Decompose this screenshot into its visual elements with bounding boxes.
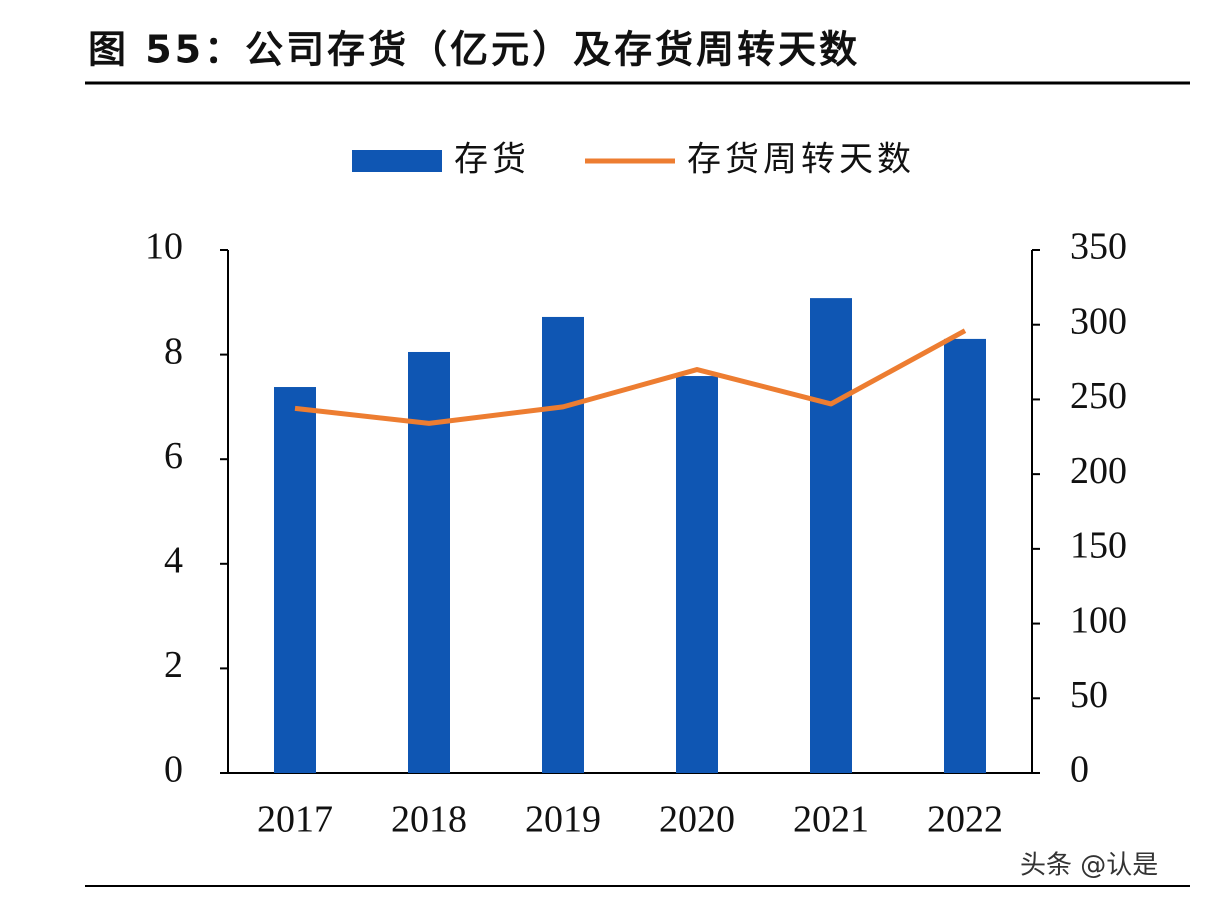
bar <box>408 351 450 773</box>
x-tick-label: 2017 <box>257 799 333 841</box>
y-tick-label: 10 <box>145 226 183 268</box>
x-tick-label: 2020 <box>659 799 735 841</box>
bar <box>676 376 718 773</box>
y-tick-label: 4 <box>164 540 183 582</box>
x-tick-label: 2021 <box>793 799 869 841</box>
y-tick-label: 6 <box>164 435 183 477</box>
watermark: 头条 @认是 <box>1020 851 1158 881</box>
x-tick-label: 2022 <box>927 799 1003 841</box>
y-tick-label: 2 <box>164 644 183 686</box>
bar <box>274 387 316 773</box>
y2-tick-label: 200 <box>1070 450 1127 492</box>
bar <box>810 298 852 773</box>
y2-tick-label: 100 <box>1070 599 1127 641</box>
y2-tick-label: 250 <box>1070 375 1127 417</box>
legend-label: 存货周转天数 <box>687 140 915 180</box>
bar <box>944 338 986 773</box>
y2-tick-label: 0 <box>1070 749 1089 791</box>
y2-tick-label: 350 <box>1070 226 1127 268</box>
legend-label: 存货 <box>454 140 530 180</box>
chart-title: 图 55：公司存货（亿元）及存货周转天数 <box>88 28 860 72</box>
y-tick-label: 0 <box>164 749 183 791</box>
y-tick-label: 8 <box>164 330 183 372</box>
line <box>294 328 967 426</box>
x-tick-label: 2019 <box>525 799 601 841</box>
y2-tick-label: 300 <box>1070 300 1127 342</box>
y2-tick-label: 50 <box>1070 674 1108 716</box>
bar <box>542 316 584 773</box>
x-tick-label: 2018 <box>391 799 467 841</box>
legend-swatch <box>352 150 442 172</box>
y2-tick-label: 150 <box>1070 525 1127 567</box>
